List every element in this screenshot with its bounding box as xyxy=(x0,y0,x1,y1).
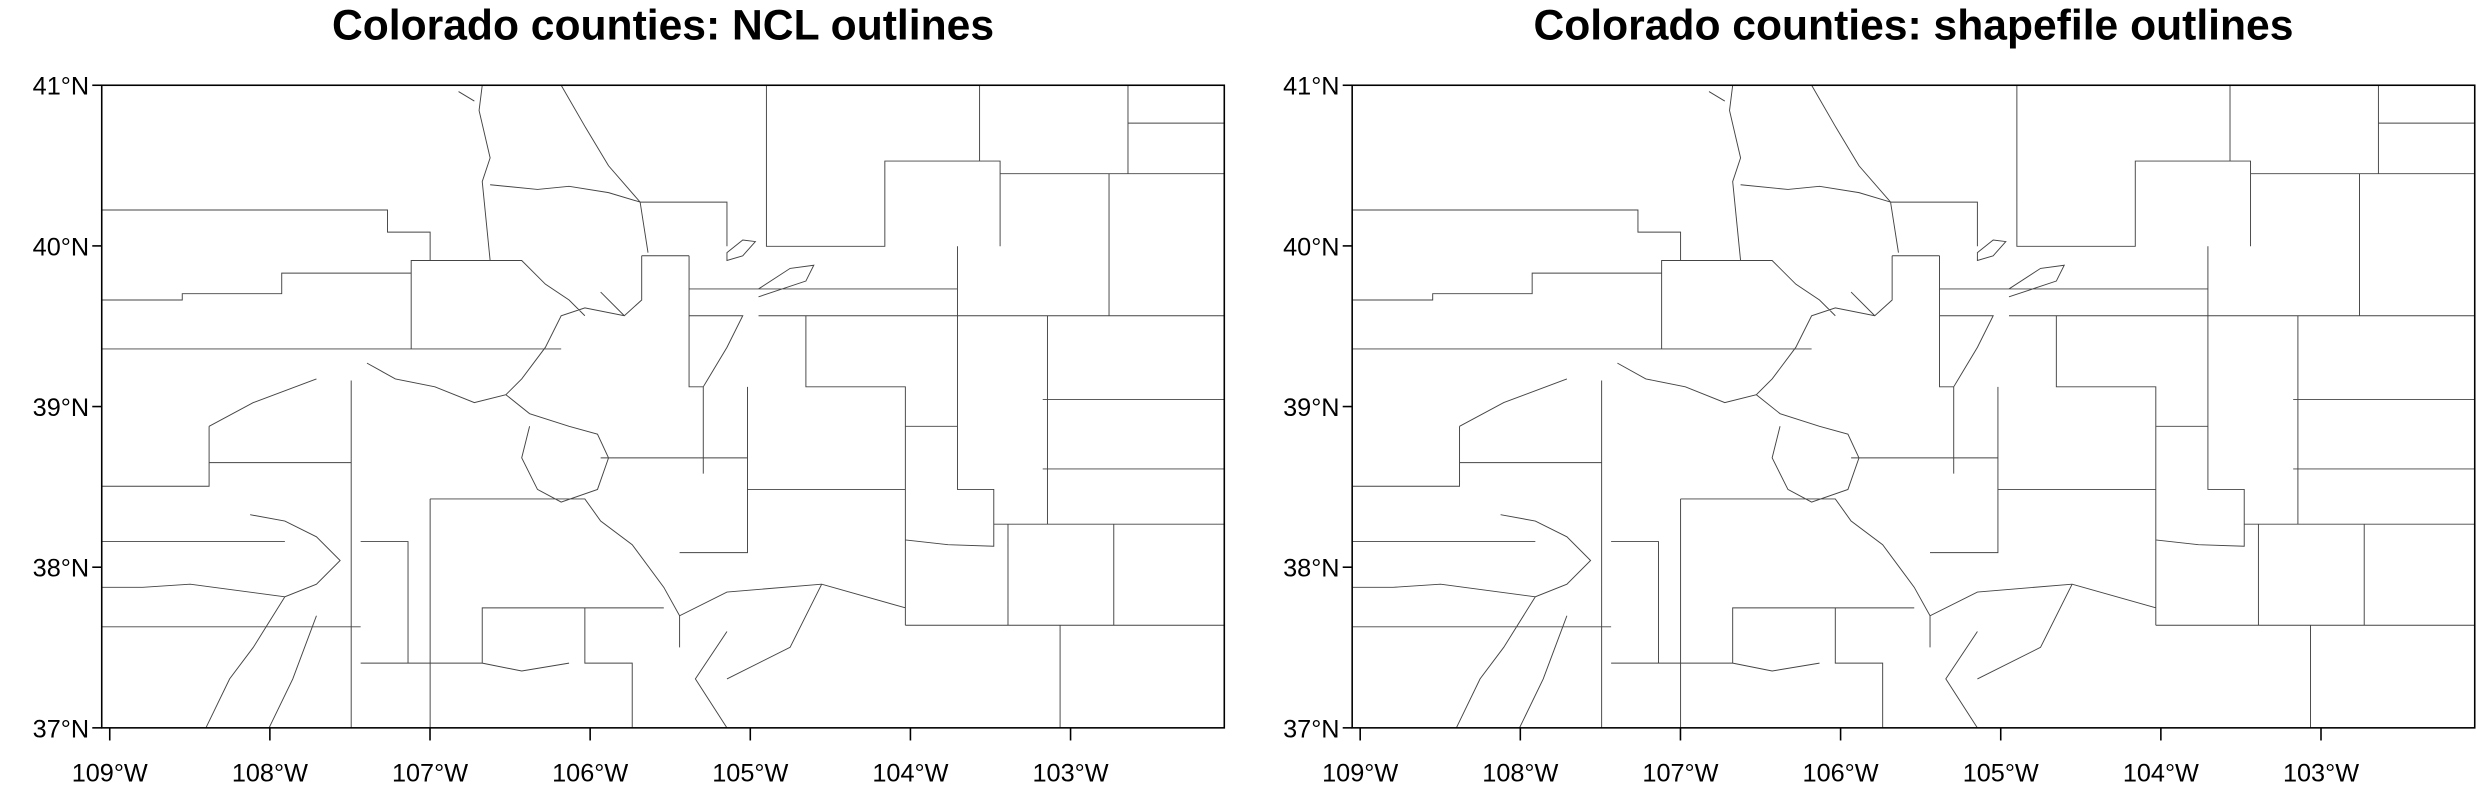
y-tick-label: 37°N xyxy=(33,715,89,743)
y-tick-label: 41°N xyxy=(1283,73,1339,101)
x-tick-label: 106°W xyxy=(1803,760,1879,788)
y-tick-label: 38°N xyxy=(33,555,89,583)
x-tick-label: 108°W xyxy=(232,760,308,788)
x-tick-label: 104°W xyxy=(872,760,948,788)
x-tick-label: 103°W xyxy=(2283,760,2359,788)
x-tick-label: 108°W xyxy=(1482,760,1558,788)
map-frame xyxy=(1351,84,2476,729)
x-tick-label: 109°W xyxy=(1322,760,1398,788)
x-tick-label: 107°W xyxy=(392,760,468,788)
map-title: Colorado counties: shapefile outlines xyxy=(1533,1,2293,49)
y-tick-label: 40°N xyxy=(33,233,89,261)
x-tick-label: 106°W xyxy=(552,760,628,788)
x-tick-label: 107°W xyxy=(1642,760,1718,788)
map-title: Colorado counties: NCL outlines xyxy=(332,1,994,49)
y-tick-label: 40°N xyxy=(1283,233,1339,261)
x-tick-label: 105°W xyxy=(1963,760,2039,788)
y-tick-label: 38°N xyxy=(1283,555,1339,583)
y-tick-label: 39°N xyxy=(1283,394,1339,422)
y-tick-label: 41°N xyxy=(33,73,89,101)
y-tick-label: 39°N xyxy=(33,394,89,422)
x-tick-label: 105°W xyxy=(712,760,788,788)
map-panel: Colorado counties: shapefile outlines 109… xyxy=(1283,1,2476,788)
y-tick-label: 37°N xyxy=(1283,715,1339,743)
map-panel: Colorado counties: NCL outlines 109°W 108°… xyxy=(33,1,1226,788)
x-tick-label: 103°W xyxy=(1033,760,1109,788)
x-tick-label: 109°W xyxy=(72,760,148,788)
map-frame xyxy=(100,84,1226,729)
x-tick-label: 104°W xyxy=(2123,760,2199,788)
county-outlines xyxy=(1351,84,2476,729)
county-outlines xyxy=(101,84,1225,729)
